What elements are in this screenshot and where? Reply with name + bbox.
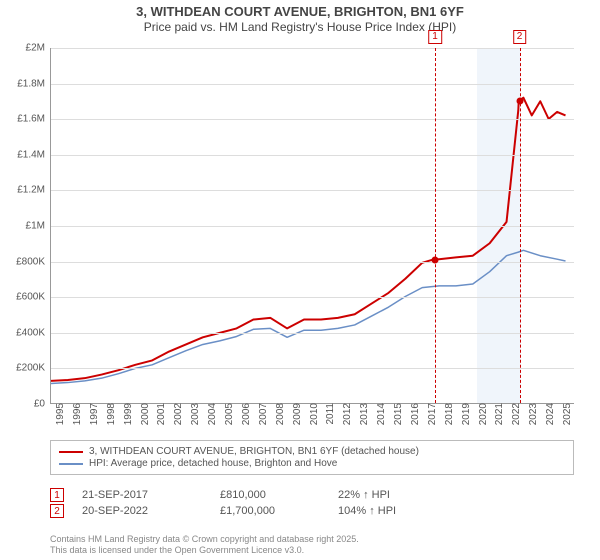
x-tick-label: 2014 — [372, 403, 387, 425]
sale-price: £810,000 — [220, 489, 320, 501]
x-tick-label: 2007 — [254, 403, 269, 425]
sale-dot — [432, 256, 439, 263]
sale-index-badge: 2 — [50, 504, 64, 518]
sale-index-badge: 1 — [50, 488, 64, 502]
x-tick-label: 2017 — [423, 403, 438, 425]
x-tick-label: 2013 — [355, 403, 370, 425]
legend-swatch — [59, 451, 83, 453]
legend-item: HPI: Average price, detached house, Brig… — [59, 458, 565, 469]
gridline-h — [51, 262, 574, 263]
chart-title-line1: 3, WITHDEAN COURT AVENUE, BRIGHTON, BN1 … — [0, 4, 600, 20]
series-line — [51, 98, 566, 381]
chart-title-line2: Price paid vs. HM Land Registry's House … — [0, 20, 600, 35]
gridline-h — [51, 368, 574, 369]
gridline-h — [51, 48, 574, 49]
x-tick-label: 2023 — [524, 403, 539, 425]
x-tick-label: 2022 — [507, 403, 522, 425]
x-tick-label: 2009 — [288, 403, 303, 425]
x-tick-label: 2001 — [152, 403, 167, 425]
plot-region: £0£200K£400K£600K£800K£1M£1.2M£1.4M£1.6M… — [50, 48, 574, 404]
x-tick-label: 2020 — [474, 403, 489, 425]
gridline-h — [51, 155, 574, 156]
x-tick-label: 2016 — [406, 403, 421, 425]
x-tick-label: 2012 — [338, 403, 353, 425]
gridline-h — [51, 84, 574, 85]
y-tick-label: £1.4M — [17, 149, 51, 160]
x-tick-label: 2006 — [237, 403, 252, 425]
x-tick-label: 2021 — [490, 403, 505, 425]
y-tick-label: £1.6M — [17, 114, 51, 125]
sale-date: 21-SEP-2017 — [82, 489, 202, 501]
chart-area: £0£200K£400K£600K£800K£1M£1.2M£1.4M£1.6M… — [50, 48, 574, 404]
sale-row: 2 20-SEP-2022 £1,700,000 104% ↑ HPI — [50, 504, 574, 518]
x-tick-label: 2011 — [321, 403, 336, 425]
y-tick-label: £2M — [26, 43, 51, 54]
x-tick-label: 2008 — [271, 403, 286, 425]
gridline-h — [51, 333, 574, 334]
sales-table: 1 21-SEP-2017 £810,000 22% ↑ HPI 2 20-SEP-202… — [50, 486, 574, 520]
chart-title-block: 3, WITHDEAN COURT AVENUE, BRIGHTON, BN1 … — [0, 0, 600, 35]
y-tick-label: £600K — [16, 292, 51, 303]
footer-attribution: Contains HM Land Registry data © Crown c… — [50, 534, 359, 556]
x-tick-label: 1997 — [85, 403, 100, 425]
y-tick-label: £1.8M — [17, 78, 51, 89]
series-line — [51, 250, 566, 383]
y-tick-label: £1.2M — [17, 185, 51, 196]
x-tick-label: 2000 — [136, 403, 151, 425]
sale-guide-line — [435, 48, 436, 403]
footer-line1: Contains HM Land Registry data © Crown c… — [50, 534, 359, 545]
legend-label: HPI: Average price, detached house, Brig… — [89, 458, 337, 469]
x-tick-label: 1999 — [119, 403, 134, 425]
y-tick-label: £1M — [26, 221, 51, 232]
x-tick-label: 2005 — [220, 403, 235, 425]
y-tick-label: £800K — [16, 256, 51, 267]
y-tick-label: £0 — [34, 399, 51, 410]
x-tick-label: 2025 — [558, 403, 573, 425]
gridline-h — [51, 119, 574, 120]
sale-marker-label: 1 — [428, 30, 442, 44]
legend-box: 3, WITHDEAN COURT AVENUE, BRIGHTON, BN1 … — [50, 440, 574, 475]
x-tick-label: 1996 — [68, 403, 83, 425]
sale-date: 20-SEP-2022 — [82, 505, 202, 517]
x-tick-label: 2002 — [169, 403, 184, 425]
legend-item: 3, WITHDEAN COURT AVENUE, BRIGHTON, BN1 … — [59, 446, 565, 457]
x-tick-label: 2024 — [541, 403, 556, 425]
x-tick-label: 2003 — [186, 403, 201, 425]
x-tick-label: 1995 — [51, 403, 66, 425]
footer-line2: This data is licensed under the Open Gov… — [50, 545, 359, 556]
sale-delta: 104% ↑ HPI — [338, 505, 458, 517]
y-tick-label: £400K — [16, 327, 51, 338]
sale-row: 1 21-SEP-2017 £810,000 22% ↑ HPI — [50, 488, 574, 502]
sale-price: £1,700,000 — [220, 505, 320, 517]
x-tick-label: 1998 — [102, 403, 117, 425]
y-tick-label: £200K — [16, 363, 51, 374]
legend-label: 3, WITHDEAN COURT AVENUE, BRIGHTON, BN1 … — [89, 446, 419, 457]
legend-swatch — [59, 463, 83, 465]
x-tick-label: 2004 — [203, 403, 218, 425]
gridline-h — [51, 297, 574, 298]
x-tick-label: 2019 — [457, 403, 472, 425]
x-tick-label: 2018 — [440, 403, 455, 425]
gridline-h — [51, 190, 574, 191]
sale-dot — [516, 98, 523, 105]
gridline-h — [51, 226, 574, 227]
sale-delta: 22% ↑ HPI — [338, 489, 458, 501]
x-tick-label: 2015 — [389, 403, 404, 425]
x-tick-label: 2010 — [305, 403, 320, 425]
sale-marker-label: 2 — [513, 30, 527, 44]
